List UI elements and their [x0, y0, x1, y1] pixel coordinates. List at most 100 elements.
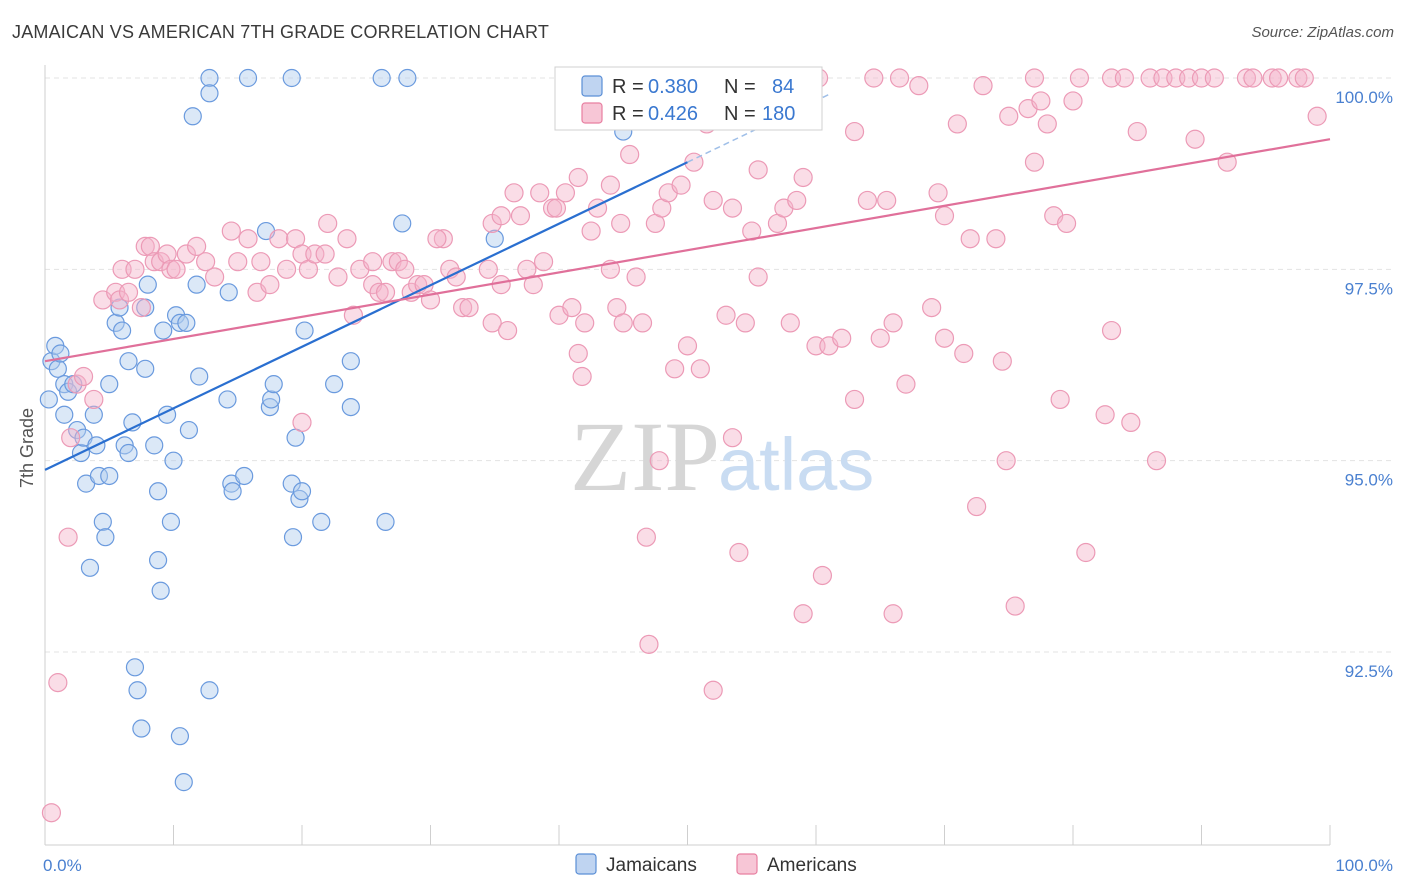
americans-point: [611, 213, 631, 234]
americans-point: [269, 229, 289, 249]
americans-point: [523, 275, 543, 295]
americans-point: [780, 313, 800, 333]
americans-point: [125, 259, 145, 279]
americans-point: [48, 673, 68, 693]
americans-point: [928, 183, 948, 203]
americans-point: [478, 259, 498, 279]
legend-swatch-americans: [736, 853, 758, 875]
americans-point: [1024, 68, 1045, 88]
americans-point: [729, 542, 749, 563]
americans-point: [883, 604, 903, 624]
americans-point: [453, 298, 473, 318]
americans-point: [533, 252, 554, 272]
americans-point: [530, 183, 550, 203]
americans-point: [318, 213, 338, 234]
x-tick-labels: 0.0% 100.0%: [43, 856, 1393, 875]
americans-point: [600, 175, 621, 195]
americans-point: [161, 259, 181, 279]
americans-point: [41, 803, 62, 823]
americans-point: [238, 229, 258, 249]
americans-point: [555, 183, 576, 203]
jamaicans-point: [119, 352, 138, 371]
americans-point: [909, 76, 929, 96]
jamaicans-point: [283, 528, 303, 547]
americans-point: [395, 259, 415, 279]
americans-point: [459, 298, 479, 318]
americans-point: [546, 198, 567, 218]
jamaicans-point: [100, 466, 119, 486]
americans-point: [58, 527, 78, 547]
americans-point: [748, 267, 768, 287]
americans-point: [369, 282, 389, 302]
jamaicans-point: [170, 727, 190, 746]
jamaicans-point: [218, 390, 237, 409]
americans-point: [151, 252, 171, 272]
jamaicans-point: [282, 68, 301, 88]
jamaicans-point: [138, 275, 157, 294]
y-tick-labels: 100.0% 97.5% 95.0% 92.5%: [1335, 88, 1393, 681]
jamaicans-point: [200, 681, 219, 700]
americans-point: [221, 221, 241, 241]
americans-point: [1204, 68, 1224, 88]
watermark-atlas: atlas: [718, 423, 874, 506]
jamaicans-point: [223, 482, 242, 501]
gridlines: [45, 77, 1395, 653]
americans-point: [636, 527, 656, 547]
americans-point: [1024, 152, 1045, 172]
jamaicans-point: [282, 474, 301, 493]
americans-point: [1236, 68, 1257, 88]
americans-point: [999, 106, 1019, 126]
jamaicans-point: [100, 375, 119, 394]
americans-point: [228, 252, 248, 272]
americans-point: [84, 389, 104, 410]
americans-point: [748, 160, 768, 180]
jamaicans-point: [154, 321, 173, 340]
americans-point: [581, 221, 601, 241]
americans-point: [877, 190, 897, 211]
americans-point: [1114, 68, 1135, 88]
americans-point: [889, 68, 910, 88]
jamaicans-point: [190, 367, 209, 386]
americans-point: [864, 68, 884, 88]
jamaicans-point: [325, 375, 344, 394]
chart-source: Source: ZipAtlas.com: [1251, 24, 1394, 41]
americans-point: [131, 298, 151, 318]
jamaicans-point: [132, 719, 151, 738]
jamaicans-point: [39, 390, 58, 409]
watermark-zip: ZIP: [570, 401, 720, 512]
axes: [44, 65, 1331, 846]
x-tick-label: 0.0%: [43, 856, 82, 875]
americans-point: [337, 229, 357, 249]
americans-point: [844, 389, 865, 410]
legend-r-label: R =: [612, 103, 644, 125]
americans-point: [568, 167, 588, 188]
americans-point: [1076, 542, 1096, 563]
americans-point: [498, 320, 518, 341]
americans-point: [1294, 68, 1314, 88]
jamaicans-point: [219, 283, 238, 302]
americans-point: [626, 267, 646, 287]
jamaicans-point: [48, 359, 67, 378]
americans-point: [857, 190, 878, 211]
jamaicans-point: [235, 466, 254, 486]
series-legend: Jamaicans Americans: [575, 853, 857, 876]
jamaicans-point: [145, 436, 164, 455]
jamaicans-point: [260, 397, 279, 417]
americans-point: [315, 244, 335, 264]
jamaicans-point: [161, 512, 181, 531]
americans-point: [883, 313, 903, 333]
jamaicans-point: [110, 298, 129, 317]
americans-point: [986, 229, 1006, 249]
americans-point: [1063, 91, 1083, 111]
americans-point: [176, 244, 196, 264]
americans-point: [960, 229, 980, 249]
jamaicans-point: [200, 84, 219, 103]
y-tick-label: 92.5%: [1345, 662, 1393, 681]
americans-point: [568, 343, 588, 364]
jamaicans-point: [372, 68, 391, 88]
americans-point: [690, 359, 710, 379]
americans-point: [947, 114, 967, 134]
americans-point: [613, 313, 633, 333]
jamaicans-point: [200, 68, 219, 88]
jamaicans-point: [292, 482, 312, 501]
